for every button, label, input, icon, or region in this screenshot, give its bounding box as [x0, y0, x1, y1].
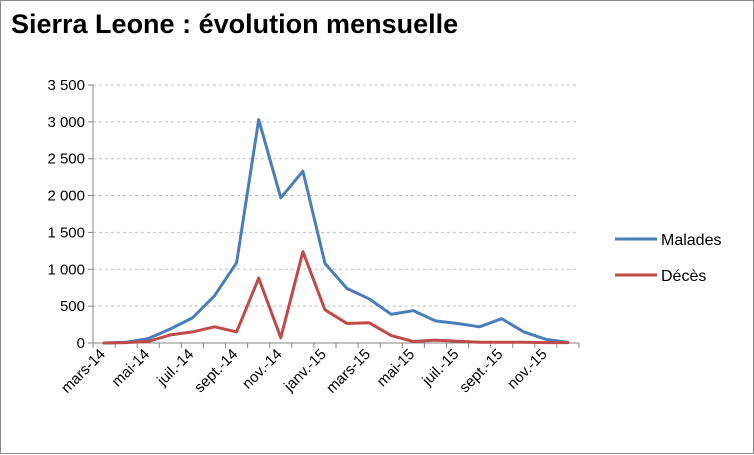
y-tick-label: 3 500	[47, 77, 85, 94]
x-tick-label: nov.-14	[239, 346, 286, 393]
x-tick-label: nov.-15	[504, 346, 551, 393]
y-tick-label: 1 500	[47, 224, 85, 241]
x-tick-label: sept.-15	[456, 346, 506, 396]
x-tick-label: janv.-15	[280, 346, 330, 396]
y-tick-label: 0	[77, 335, 85, 352]
series-line-malades	[102, 118, 570, 345]
y-tick-label: 2 000	[47, 188, 85, 205]
chart-title: Sierra Leone : évolution mensuelle	[11, 9, 459, 39]
y-axis-ticks: 0 500 1 000 1 500 2 000 2 500 3 000 3 500	[47, 77, 93, 352]
x-tick-label: sept.-14	[191, 346, 241, 396]
axes	[92, 85, 579, 344]
gridlines	[93, 84, 579, 307]
y-tick-label: 3 000	[47, 114, 85, 131]
x-tick-label: mars-14	[58, 346, 109, 397]
series-lines	[102, 118, 570, 345]
legend-label: Décès	[661, 268, 706, 285]
series-line-deces	[102, 250, 570, 345]
legend-label: Malades	[661, 232, 721, 249]
x-tick-label: mai-15	[374, 346, 418, 390]
y-tick-label: 2 500	[47, 151, 85, 168]
y-tick-label: 1 000	[47, 261, 85, 278]
legend: Malades Décès	[615, 232, 721, 285]
x-tick-label: mai-14	[109, 346, 153, 390]
x-axis-ticks: mars-14 mai-14 juil.-14sept.-14nov.-14janv…	[58, 343, 580, 397]
y-tick-label: 500	[60, 298, 85, 315]
x-tick-label: mars-15	[323, 346, 374, 397]
